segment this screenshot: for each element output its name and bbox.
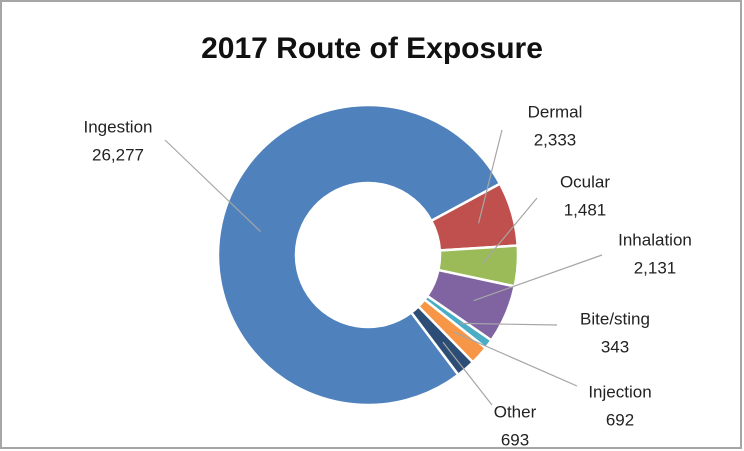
slice-label: Bite/sting [580, 309, 650, 328]
slice-label: Dermal [528, 102, 583, 121]
slice-value: 692 [606, 410, 634, 429]
leader-line [473, 254, 603, 302]
slice-value: 2,131 [634, 258, 677, 277]
donut-slice [409, 304, 475, 377]
slice-label: Inhalation [618, 230, 692, 249]
slice-value: 343 [601, 337, 629, 356]
leader-line [460, 322, 558, 326]
slice-value: 693 [501, 430, 529, 449]
slice-value: 2,333 [534, 130, 577, 149]
slice-value: 1,481 [564, 200, 607, 219]
chart-title: 2017 Route of Exposure [201, 32, 543, 65]
leader-line [442, 341, 493, 406]
leader-line [477, 129, 503, 224]
slice-value: 26,277 [92, 145, 144, 164]
slice-label: Injection [588, 382, 651, 401]
slice-label: Ingestion [84, 117, 153, 136]
leader-line [482, 197, 538, 264]
slice-label: Other [494, 402, 537, 421]
leader-line [164, 139, 261, 232]
leader-line [453, 331, 578, 387]
slice-label: Ocular [560, 172, 610, 191]
donut-slice [216, 103, 502, 407]
